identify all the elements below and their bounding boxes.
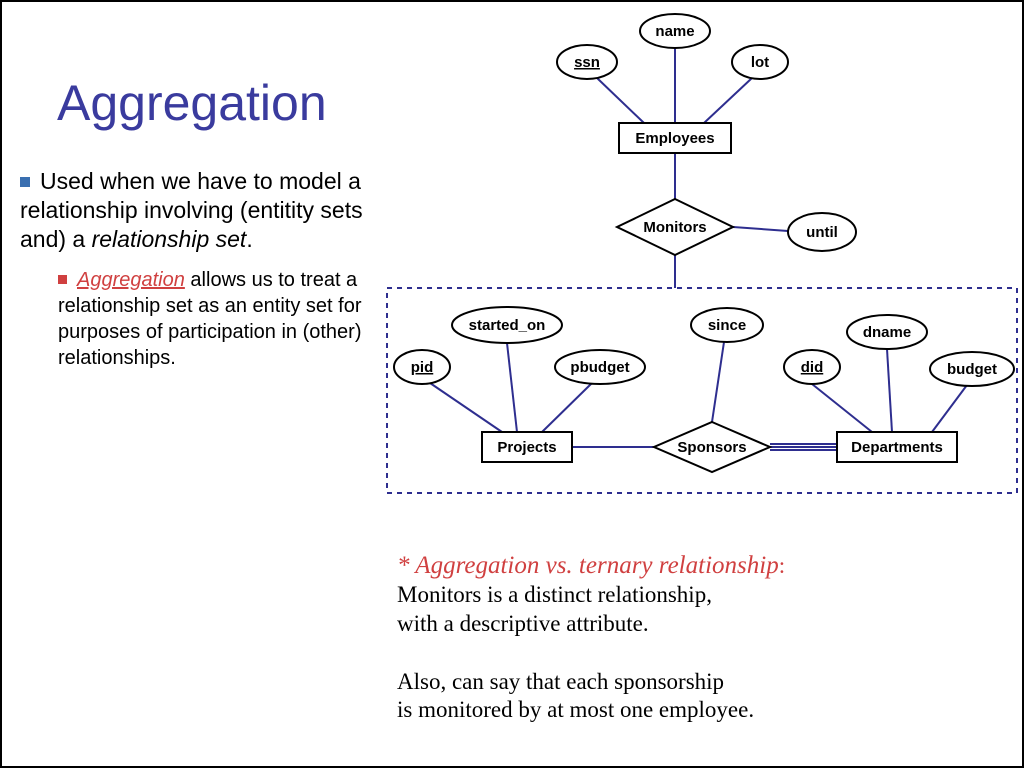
edge-budget-departments bbox=[932, 385, 967, 432]
entity-projects: Projects bbox=[482, 432, 572, 462]
attr-ssn: ssn bbox=[557, 45, 617, 79]
svg-text:until: until bbox=[806, 224, 838, 241]
footnote-heading: * Aggregation vs. ternary relationship bbox=[397, 552, 779, 579]
attr-since: since bbox=[691, 308, 763, 342]
svg-text:started_on: started_on bbox=[469, 317, 546, 334]
svg-text:pid: pid bbox=[411, 359, 434, 376]
bullet-list: Used when we have to model a relationshi… bbox=[20, 167, 390, 371]
edge-pid-projects bbox=[430, 383, 502, 432]
edge-monitors-until bbox=[733, 227, 788, 231]
svg-text:budget: budget bbox=[947, 361, 997, 378]
footnote-line-2: with a descriptive attribute. bbox=[397, 611, 649, 636]
svg-text:ssn: ssn bbox=[574, 54, 600, 71]
edge-startedon-projects bbox=[507, 343, 517, 432]
bullet-square-icon bbox=[58, 275, 67, 284]
bullet-1: Used when we have to model a relationshi… bbox=[20, 167, 390, 253]
bullet-1-em: relationship set bbox=[92, 226, 247, 252]
bullet-1-post: . bbox=[246, 226, 252, 252]
svg-text:lot: lot bbox=[751, 54, 769, 71]
svg-text:Departments: Departments bbox=[851, 439, 943, 456]
attr-pid: pid bbox=[394, 350, 450, 384]
attr-pbudget: pbudget bbox=[555, 350, 645, 384]
rel-monitors: Monitors bbox=[617, 199, 733, 255]
attr-name: name bbox=[640, 14, 710, 48]
footnote-line-3: Also, can say that each sponsorship bbox=[397, 669, 724, 694]
svg-text:since: since bbox=[708, 317, 746, 334]
footnote-colon: : bbox=[779, 553, 785, 578]
slide: Aggregation Used when we have to model a… bbox=[0, 0, 1024, 768]
svg-text:pbudget: pbudget bbox=[570, 359, 629, 376]
svg-text:Sponsors: Sponsors bbox=[677, 439, 746, 456]
svg-text:Monitors: Monitors bbox=[643, 219, 706, 236]
edge-pbudget-projects bbox=[542, 383, 592, 432]
svg-text:Projects: Projects bbox=[497, 439, 556, 456]
attr-until: until bbox=[788, 213, 856, 251]
attr-lot: lot bbox=[732, 45, 788, 79]
svg-text:dname: dname bbox=[863, 324, 911, 341]
entity-departments: Departments bbox=[837, 432, 957, 462]
edge-ssn-employees bbox=[597, 78, 644, 123]
footnote: * Aggregation vs. ternary relationship: … bbox=[397, 550, 997, 725]
entity-employees: Employees bbox=[619, 123, 731, 153]
attr-started-on: started_on bbox=[452, 307, 562, 343]
svg-text:did: did bbox=[801, 359, 824, 376]
bullet-2: Aggregation allows us to treat a relatio… bbox=[58, 267, 390, 371]
rel-sponsors: Sponsors bbox=[654, 422, 770, 472]
attr-dname: dname bbox=[847, 315, 927, 349]
bullet-2-agg: Aggregation bbox=[77, 269, 185, 291]
edge-did-departments bbox=[812, 384, 872, 432]
svg-text:Employees: Employees bbox=[635, 130, 714, 147]
edge-dname-departments bbox=[887, 349, 892, 432]
er-diagram: name ssn lot until pid started_on pbudge… bbox=[382, 7, 1022, 527]
edge-since-sponsors bbox=[712, 342, 724, 422]
svg-text:name: name bbox=[655, 23, 694, 40]
attr-budget: budget bbox=[930, 352, 1014, 386]
attr-did: did bbox=[784, 350, 840, 384]
footnote-line-4: is monitored by at most one employee. bbox=[397, 697, 754, 722]
footnote-line-1: Monitors is a distinct relationship, bbox=[397, 582, 712, 607]
bullet-square-icon bbox=[20, 177, 30, 187]
edge-lot-employees bbox=[704, 78, 752, 123]
slide-title: Aggregation bbox=[57, 74, 327, 132]
edges bbox=[430, 48, 967, 450]
